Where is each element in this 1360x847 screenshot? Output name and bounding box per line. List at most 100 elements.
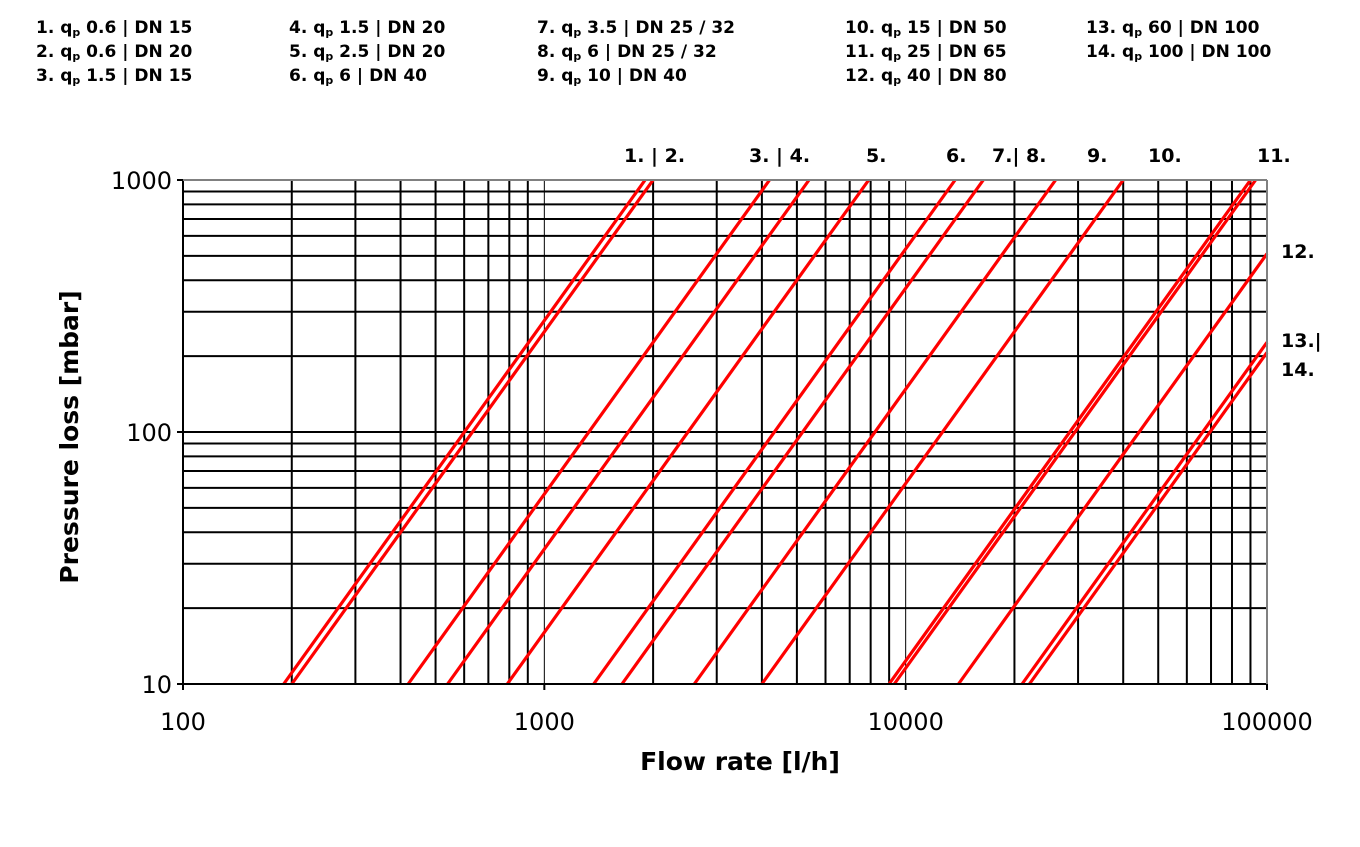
series-line (957, 252, 1269, 685)
legend-flow: 3.5 | (581, 18, 636, 38)
legend-item: 1. qp 0.6 | DN 15 (36, 18, 192, 43)
legend-symbol-subscript: p (1134, 26, 1143, 39)
y-axis-title: Pressure loss [mbar] (55, 290, 84, 583)
line-label-top: 5. (866, 145, 886, 167)
legend-number: 7. (537, 18, 562, 38)
legend-symbol-subscript: p (325, 74, 334, 87)
legend-dn: DN 15 (134, 18, 193, 38)
series-line (505, 179, 871, 685)
legend-number: 13. (1086, 18, 1123, 38)
legend-flow: 1.5 | (333, 18, 388, 38)
legend-number: 9. (537, 66, 562, 86)
legend-item: 12. qp 40 | DN 80 (845, 66, 1007, 91)
legend-symbol: q (561, 18, 574, 38)
legend-item: 14. qp 100 | DN 100 (1086, 42, 1271, 67)
legend-number: 1. (36, 18, 61, 38)
legend-flow: 10 | (581, 66, 629, 86)
legend-item: 13. qp 60 | DN 100 (1086, 18, 1259, 43)
line-label-right: 14. (1281, 359, 1315, 381)
legend-item: 2. qp 0.6 | DN 20 (36, 42, 192, 67)
legend-number: 10. (845, 18, 882, 38)
line-label-top: 7.| 8. (992, 145, 1046, 167)
legend-symbol-subscript: p (1134, 50, 1143, 63)
legend-item: 11. qp 25 | DN 65 (845, 42, 1007, 67)
legend-flow: 0.6 | (80, 18, 135, 38)
legend-symbol: q (1122, 18, 1135, 38)
legend-number: 12. (845, 66, 882, 86)
axes (177, 179, 1268, 690)
legend-symbol-subscript: p (573, 74, 582, 87)
x-tick-label: 100000 (1221, 708, 1313, 736)
x-tick-label: 100 (160, 708, 206, 736)
legend-dn: DN 25 / 32 (617, 42, 717, 62)
y-tick-label: 10 (141, 671, 172, 699)
line-label-top: 6. (946, 145, 966, 167)
legend-item: 7. qp 3.5 | DN 25 / 32 (537, 18, 735, 43)
legend-dn: DN 80 (948, 66, 1007, 86)
legend-flow: 2.5 | (333, 42, 388, 62)
legend-flow: 6 | (581, 42, 618, 62)
y-tick-label: 100 (126, 419, 172, 447)
y-tick-label: 1000 (111, 167, 172, 195)
legend-dn: DN 65 (948, 42, 1007, 62)
legend-dn: DN 20 (387, 42, 446, 62)
legend-item: 5. qp 2.5 | DN 20 (289, 42, 445, 67)
legend-symbol: q (313, 42, 326, 62)
series-line (592, 179, 957, 685)
tick-labels: 100 1000 10000 100000 10 100 1000 (111, 167, 1313, 736)
legend-symbol-subscript: p (573, 26, 582, 39)
x-axis-title: Flow rate [l/h] (640, 747, 840, 776)
line-label-top: 10. (1148, 145, 1182, 167)
legend-dn: DN 100 (1201, 42, 1272, 62)
x-tick-label: 1000 (514, 708, 575, 736)
legend-symbol: q (313, 18, 326, 38)
legend-number: 3. (36, 66, 61, 86)
legend-symbol: q (60, 42, 73, 62)
grid (183, 180, 1267, 684)
series-line (692, 179, 1057, 685)
legend-item: 8. qp 6 | DN 25 / 32 (537, 42, 717, 67)
legend-symbol: q (60, 18, 73, 38)
legend-symbol: q (881, 42, 894, 62)
line-label-top: 3. | 4. (749, 145, 810, 167)
legend-flow: 0.6 | (80, 42, 135, 62)
series-line (446, 179, 811, 685)
legend-symbol: q (561, 42, 574, 62)
series-line (282, 179, 647, 685)
legend-flow: 60 | (1142, 18, 1190, 38)
series-line (892, 179, 1257, 685)
legend-symbol-subscript: p (72, 74, 81, 87)
legend-dn: DN 50 (948, 18, 1007, 38)
series-line (1028, 351, 1269, 685)
legend-symbol: q (881, 66, 894, 86)
line-label-top: 11. (1257, 145, 1291, 167)
legend-item: 10. qp 15 | DN 50 (845, 18, 1007, 43)
legend-symbol: q (60, 66, 73, 86)
x-tick-label: 10000 (867, 708, 943, 736)
legend-symbol: q (1122, 42, 1135, 62)
legend-dn: DN 40 (369, 66, 427, 86)
series-line (290, 179, 655, 685)
series-line (760, 179, 1125, 685)
series-line (406, 179, 771, 685)
legend-symbol: q (561, 66, 574, 86)
legend-symbol-subscript: p (325, 26, 334, 39)
series-line (1020, 341, 1269, 685)
legend-flow: 1.5 | (80, 66, 135, 86)
legend-number: 14. (1086, 42, 1123, 62)
legend-number: 5. (289, 42, 314, 62)
series-lines (282, 179, 1269, 685)
series-line (887, 179, 1252, 685)
legend-item: 9. qp 10 | DN 40 (537, 66, 687, 91)
legend-dn: DN 25 / 32 (635, 18, 735, 38)
legend-symbol-subscript: p (893, 74, 902, 87)
legend-dn: DN 20 (387, 18, 446, 38)
legend-symbol-subscript: p (72, 50, 81, 63)
legend-flow: 25 | (901, 42, 949, 62)
legend-symbol-subscript: p (893, 26, 902, 39)
line-label-right: 13.| (1281, 330, 1322, 352)
legend-symbol: q (881, 18, 894, 38)
legend-flow: 100 | (1142, 42, 1202, 62)
legend-dn: DN 100 (1189, 18, 1260, 38)
